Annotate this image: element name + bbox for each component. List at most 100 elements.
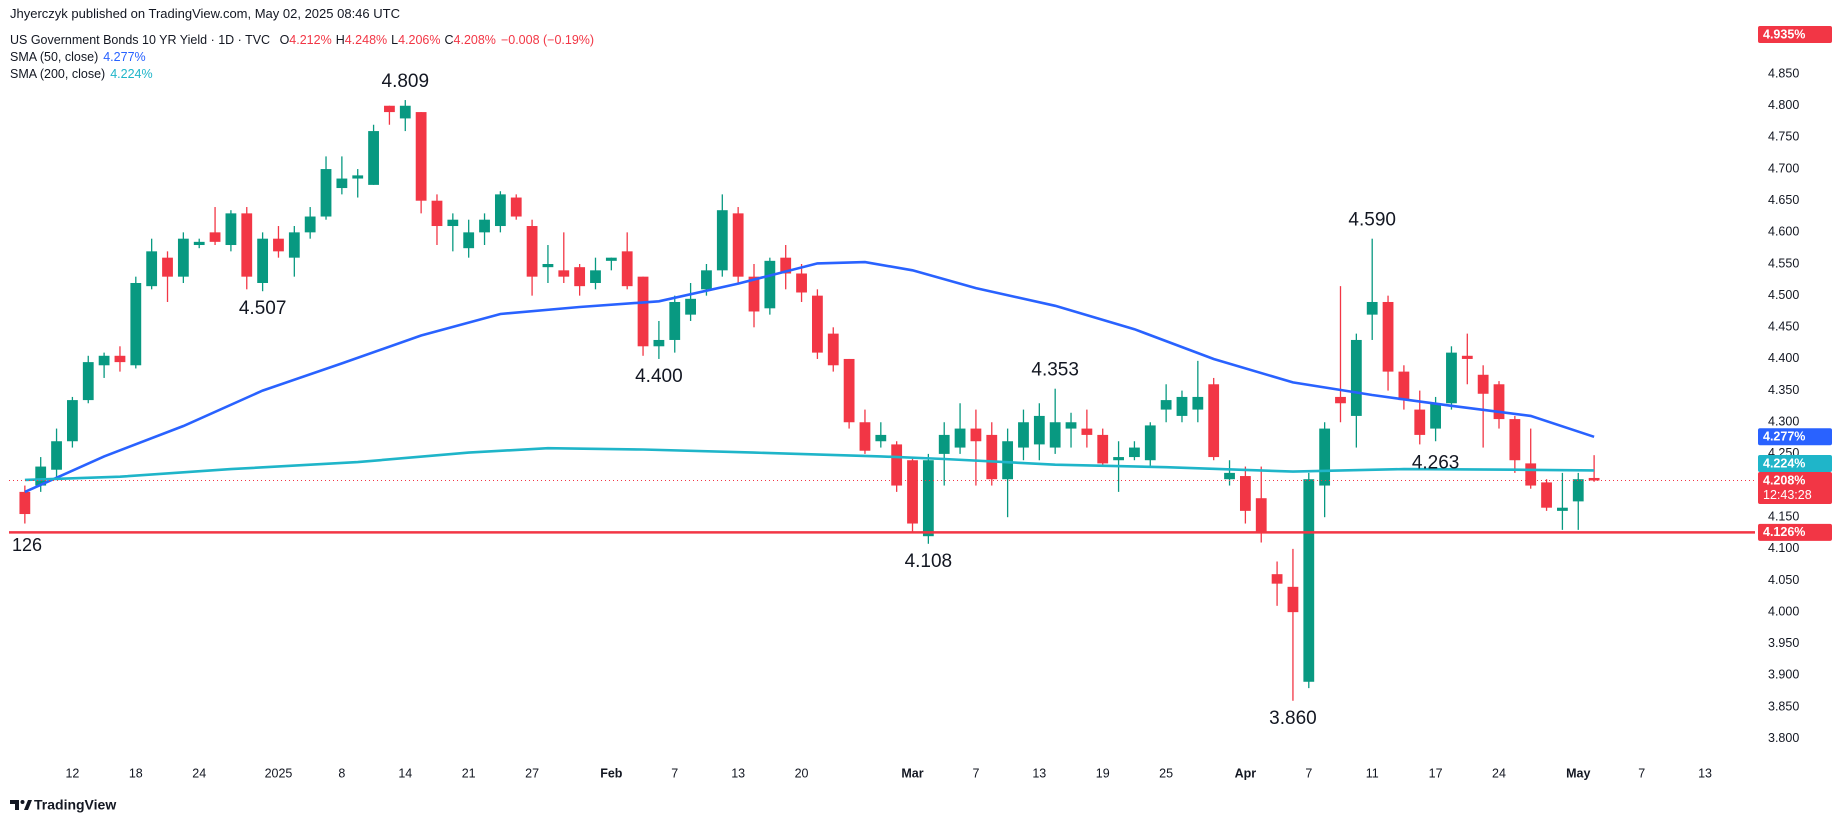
candle-body [938,434,950,454]
candle-body [162,257,173,277]
candle-body [1097,434,1109,464]
indicator-value: 4.224% [110,67,153,81]
candle-body [669,301,681,340]
candle-body [1572,479,1584,502]
candle-body [1239,476,1251,511]
candle-body [384,105,395,113]
candle-body [526,226,538,277]
candle-body [82,362,94,401]
candle-body [1414,409,1426,435]
annotation: 4.108 [905,551,953,572]
candle-body [352,175,364,179]
candle-body [67,400,78,442]
candle-body [1033,415,1045,445]
candle-body [1398,371,1410,401]
candle-body [558,270,570,277]
candle-body [1160,400,1172,410]
price-label-bg [1758,471,1832,504]
x-tick-label: 17 [1429,766,1443,780]
candle-body [812,295,823,353]
candle-body [320,169,332,217]
candle-body [732,213,744,277]
y-tick-label: 4.750 [1768,130,1799,144]
footer-brand: TradingView [34,797,116,813]
candle-body [796,273,807,293]
candle-body [1541,482,1552,508]
candle-body [241,213,253,277]
candle-body [1065,422,1077,429]
y-tick-label: 4.500 [1768,288,1799,302]
candle-body [193,241,205,246]
candle-body [257,238,269,283]
x-tick-label: 18 [129,766,143,780]
candle-body [130,282,142,366]
x-tick-label: 7 [1638,766,1645,780]
candle-body [447,219,459,227]
annotation: 4.507 [239,298,287,319]
candle-body [1382,301,1394,372]
candle-body [431,200,443,227]
candle-body [764,260,776,309]
legend-row: SMA (50, close) 4.277% [10,49,594,66]
indicator-name: SMA (50, close) [10,50,99,64]
candle-body [574,267,586,287]
ohlc-key: C [444,33,454,47]
x-tick-label: 12 [65,766,79,780]
candle-body [494,194,506,227]
candle-body [146,251,158,287]
y-tick-label: 4.800 [1768,98,1799,112]
candle-body [19,491,31,515]
price-label-countdown: 12:43:28 [1763,488,1812,502]
annotation: 4.400 [635,366,683,387]
tradingview-logo [10,800,32,810]
candle-body [843,358,855,423]
candle-body [1018,422,1029,448]
x-tick-label: 7 [1305,766,1312,780]
x-tick-label: 13 [1032,766,1046,780]
price-label: 4.224% [1763,456,1805,470]
x-tick-label: 8 [338,766,345,780]
x-tick-label: 7 [671,766,678,780]
candle-body [1255,498,1267,534]
candle-body [1144,425,1156,461]
candle-body [891,444,903,486]
ohlc-value: 4.208% [453,33,496,47]
publisher-line: Jhyerczyk published on TradingView.com, … [10,6,400,21]
x-tick-label: 25 [1159,766,1173,780]
candle-body [35,466,47,486]
candle-body [1208,384,1220,458]
y-tick-label: 3.900 [1768,668,1799,682]
candle-body [1350,339,1362,416]
candle-body [954,428,966,448]
ohlc-value: 4.248% [344,33,388,47]
candle-body [1557,507,1568,511]
candle-body [922,460,934,537]
x-tick-label: May [1566,766,1590,780]
candle-body [114,355,126,363]
x-tick-label: 2025 [265,766,293,780]
price-label-bg [1758,428,1832,446]
indicator-value: 4.277% [103,50,146,64]
annotation: 4.353 [1031,360,1079,381]
sma-line [24,446,1595,482]
candle-body [986,434,998,480]
x-tick-label: 24 [1492,766,1506,780]
x-tick-label: 13 [1698,766,1712,780]
candle-body [1319,428,1331,486]
annotation: 4.809 [382,71,430,92]
candle-body [1113,457,1124,461]
price-label: 4.935% [1763,27,1805,41]
y-tick-label: 4.700 [1768,161,1799,175]
candle-body [780,257,792,274]
x-tick-label: 24 [192,766,206,780]
legend-row: US Government Bonds 10 YR Yield · 1D · T… [10,32,594,49]
annotation: 3.860 [1269,708,1317,729]
candle-body [1129,447,1140,458]
price-label: 4.277% [1763,430,1805,444]
candle-body [399,105,411,119]
x-tick-label: 19 [1096,766,1110,780]
candle-body [748,276,760,312]
candle-body [685,298,696,315]
